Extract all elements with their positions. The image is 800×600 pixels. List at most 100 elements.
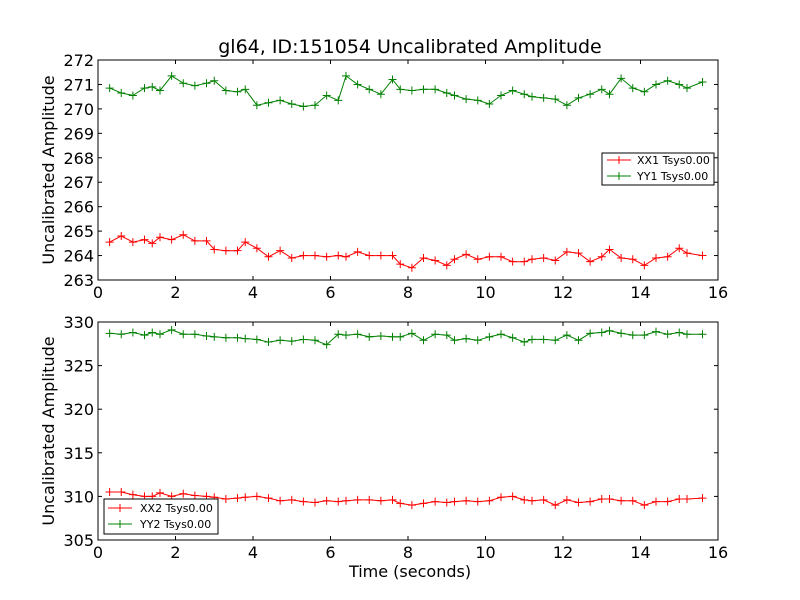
top-data-point — [342, 71, 350, 80]
top-data-point — [190, 81, 199, 90]
top-data-point — [264, 98, 273, 107]
bottom-data-point — [287, 495, 296, 504]
top-data-point — [376, 251, 385, 260]
legend-label-yy1: YY1 Tsys0.00 — [636, 170, 708, 183]
top-data-point — [311, 251, 319, 260]
bottom-data-point — [365, 332, 374, 341]
bottom-data-point — [442, 331, 451, 340]
top-plot-frame — [97, 59, 719, 281]
top-data-point — [462, 250, 471, 259]
top-data-point — [473, 255, 482, 264]
bottom-data-point — [574, 498, 583, 507]
bottom-y-tick-label: 315 — [63, 444, 94, 463]
top-data-point — [617, 74, 626, 83]
bottom-data-point — [473, 497, 482, 506]
bottom-data-point — [597, 328, 606, 337]
top-data-point — [663, 252, 672, 261]
bottom-data-point — [276, 336, 285, 345]
top-data-point — [365, 251, 374, 260]
bottom-x-tick-label: 12 — [553, 543, 573, 562]
bottom-data-point — [628, 496, 637, 505]
legend-label-xx2: XX2 Tsys0.00 — [140, 502, 213, 515]
top-data-point — [202, 79, 211, 88]
bottom-data-point — [252, 492, 261, 501]
bottom-data-point — [210, 332, 219, 341]
legend-entry-xx2: XX2 Tsys0.00 — [108, 502, 213, 515]
top-data-point — [551, 95, 560, 104]
bottom-data-point — [117, 330, 126, 339]
legend-entry-xx1: XX1 Tsys0.00 — [607, 154, 710, 167]
bottom-data-point — [407, 329, 416, 338]
top-y-tick-label: 267 — [63, 173, 94, 192]
bottom-data-point — [663, 497, 672, 506]
bottom-data-point — [539, 335, 548, 344]
bottom-data-point — [241, 334, 250, 343]
top-data-point — [105, 238, 114, 247]
bottom-data-point — [652, 497, 660, 506]
top-data-point — [520, 257, 529, 266]
top-data-point — [652, 254, 660, 262]
top-data-point — [241, 238, 250, 247]
chart-title: gl64, ID:151054 Uncalibrated Amplitude — [218, 36, 602, 58]
top-x-tick-label: 14 — [630, 283, 650, 302]
bottom-x-tick-label: 4 — [248, 543, 258, 562]
top-data-point — [605, 90, 614, 99]
bottom-data-point — [683, 330, 691, 339]
top-data-point — [597, 252, 606, 261]
top-data-point — [322, 91, 331, 100]
top-data-point — [597, 85, 606, 94]
top-data-point — [640, 261, 649, 270]
bottom-data-point — [508, 333, 517, 342]
top-panel: 0 2 4 6 8 10 12 14 16 263 264 265 266 267 268 269 270 271… — [39, 51, 728, 302]
top-data-point — [252, 244, 261, 253]
top-data-point — [334, 96, 343, 105]
bottom-data-point — [322, 340, 331, 349]
top-data-point — [210, 76, 219, 85]
bottom-data-point — [508, 492, 517, 501]
bottom-y-tick-label: 320 — [63, 400, 94, 419]
bottom-x-tick-label: 0 — [93, 543, 103, 562]
bottom-data-point — [396, 332, 405, 341]
bottom-data-point — [562, 331, 571, 340]
bottom-data-point — [105, 488, 114, 497]
top-data-point — [148, 82, 157, 91]
bottom-data-point — [388, 495, 397, 504]
top-data-point — [485, 252, 494, 261]
top-data-point — [574, 249, 583, 258]
top-data-point — [562, 247, 571, 256]
top-data-point — [508, 86, 517, 95]
top-data-point — [574, 93, 583, 102]
bottom-data-point — [342, 496, 350, 505]
top-data-point — [376, 90, 385, 99]
top-y-tick-label: 266 — [63, 198, 94, 217]
top-data-point — [520, 90, 529, 99]
bottom-data-point — [264, 338, 273, 347]
top-data-point — [586, 90, 595, 99]
bottom-data-point — [252, 335, 261, 344]
bottom-data-point — [233, 333, 242, 342]
legend-entry-yy2: YY2 Tsys0.00 — [108, 518, 211, 531]
bottom-data-point — [473, 336, 482, 345]
bottom-x-tick-label: 10 — [475, 543, 495, 562]
bottom-data-point — [528, 335, 536, 344]
top-data-point — [528, 92, 536, 101]
bottom-data-point — [442, 498, 451, 507]
bottom-data-point — [167, 325, 176, 334]
bottom-data-point — [299, 497, 308, 506]
legend-label-yy2: YY2 Tsys0.00 — [139, 518, 211, 531]
top-y-tick-label: 270 — [63, 100, 94, 119]
top-data-point — [276, 96, 285, 105]
bottom-data-point — [396, 499, 405, 508]
bottom-data-point — [407, 501, 416, 510]
top-y-tick-label: 268 — [63, 149, 94, 168]
bottom-data-point — [334, 330, 343, 339]
bottom-y-tick-label: 330 — [63, 313, 94, 332]
top-x-tick-label: 0 — [93, 283, 103, 302]
top-data-point — [241, 85, 250, 94]
bottom-data-point — [698, 494, 707, 503]
top-data-point — [210, 245, 219, 254]
top-data-point — [179, 230, 188, 239]
bottom-data-point — [551, 336, 560, 345]
top-data-point — [528, 255, 536, 264]
